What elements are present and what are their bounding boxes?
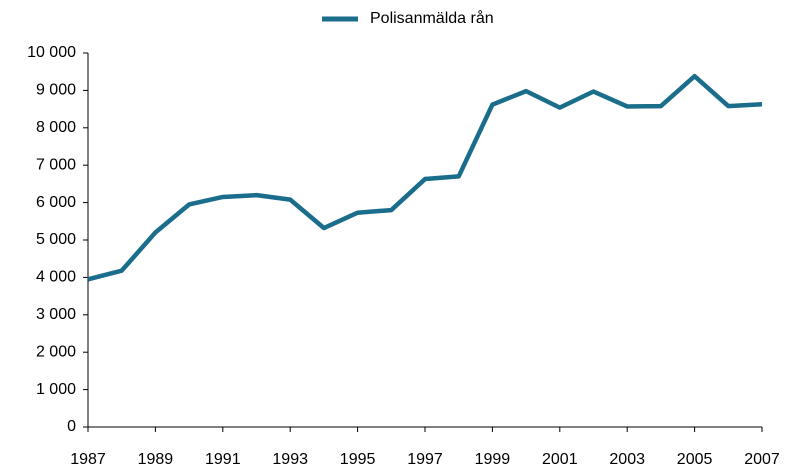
y-tick-label: 1 000: [36, 381, 76, 398]
y-tick-label: 8 000: [36, 119, 76, 136]
y-tick-label: 0: [67, 418, 76, 435]
x-tick-label: 2003: [609, 451, 645, 468]
data-line: [87, 73, 763, 282]
x-tick-label: 1995: [340, 451, 376, 468]
y-tick-label: 6 000: [36, 194, 76, 211]
y-tick-label: 5 000: [36, 231, 76, 248]
y-tick-label: 10 000: [27, 44, 76, 61]
x-tick-label: 1993: [272, 451, 308, 468]
x-tick-label: 1999: [475, 451, 511, 468]
y-tick-label: 9 000: [36, 82, 76, 99]
x-tick-label: 2007: [744, 451, 780, 468]
x-tick-label: 1991: [205, 451, 241, 468]
y-tick-label: 4 000: [36, 269, 76, 286]
y-tick-label: 3 000: [36, 306, 76, 323]
x-tick-label: 1989: [138, 451, 174, 468]
x-tick-label: 2001: [542, 451, 578, 468]
x-tick-label: 1987: [70, 451, 106, 468]
x-tick-label: 2005: [677, 451, 713, 468]
legend-label: Polisanmälda rån: [370, 9, 494, 27]
x-tick-label: 1997: [407, 451, 443, 468]
y-tick-label: 2 000: [36, 343, 76, 360]
y-tick-label: 7 000: [36, 156, 76, 173]
